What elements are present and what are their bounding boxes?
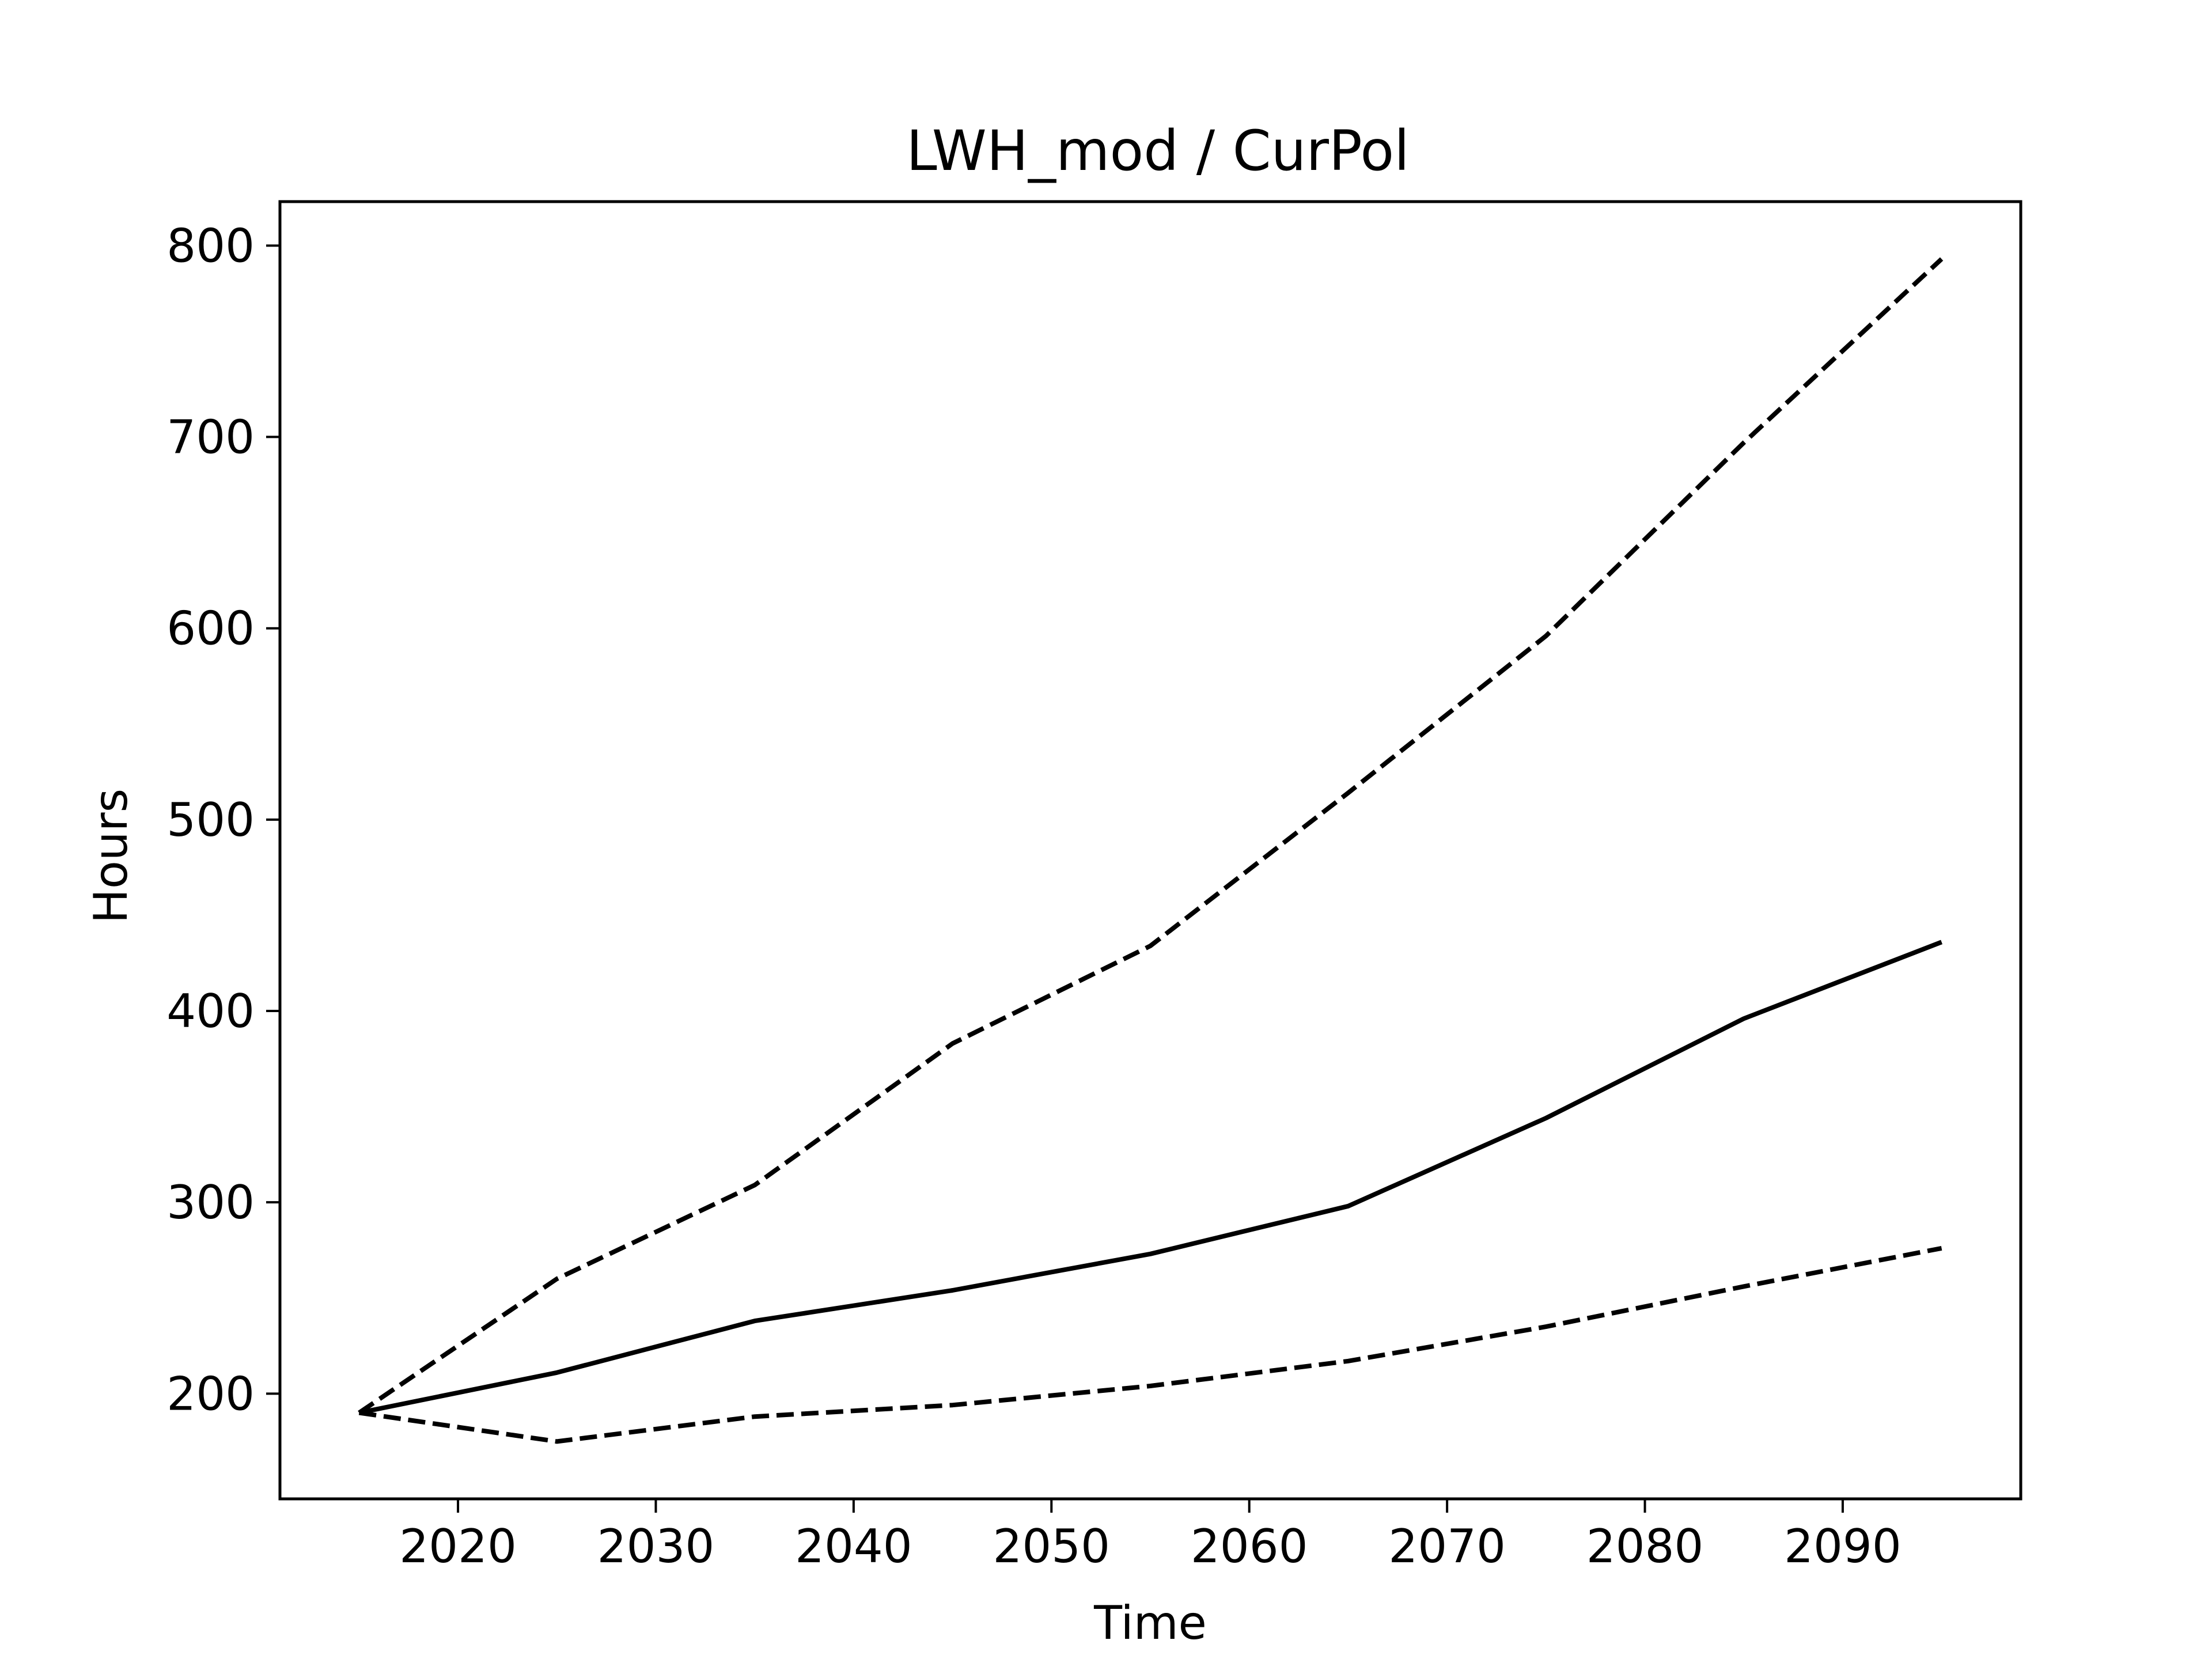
x-tick-label: 2070 bbox=[1388, 1520, 1506, 1573]
series-line-3 bbox=[358, 1245, 1942, 1444]
y-axis: 200 300 400 500 600 700 800 bbox=[166, 219, 280, 1421]
y-axis-label: Hours bbox=[84, 789, 138, 923]
x-tick-label: 2020 bbox=[399, 1520, 517, 1573]
y-tick-label: 200 bbox=[166, 1367, 255, 1421]
series-line-1 bbox=[358, 940, 1943, 1415]
x-axis-label: Time bbox=[1093, 1596, 1207, 1650]
x-tick-label: 2090 bbox=[1784, 1520, 1902, 1573]
series-line-2 bbox=[358, 257, 1944, 1415]
series-layer bbox=[358, 257, 1944, 1444]
y-tick-label: 700 bbox=[166, 411, 255, 464]
y-tick-label: 500 bbox=[166, 793, 255, 847]
x-tick-label: 2080 bbox=[1586, 1520, 1704, 1573]
y-tick-label: 800 bbox=[166, 219, 255, 272]
y-tick-label: 600 bbox=[166, 602, 255, 656]
x-tick-label: 2060 bbox=[1191, 1520, 1308, 1573]
y-tick-label: 400 bbox=[166, 984, 255, 1038]
y-tick-label: 300 bbox=[166, 1176, 255, 1229]
x-tick-label: 2050 bbox=[993, 1520, 1110, 1573]
plot-frame bbox=[278, 200, 2022, 1501]
x-tick-label: 2030 bbox=[597, 1520, 715, 1573]
x-tick-label: 2040 bbox=[795, 1520, 912, 1573]
chart-title: LWH_mod / CurPol bbox=[906, 119, 1410, 183]
x-axis: 2020 2030 2040 2050 2060 2070 2080 2090 bbox=[399, 1499, 1902, 1573]
